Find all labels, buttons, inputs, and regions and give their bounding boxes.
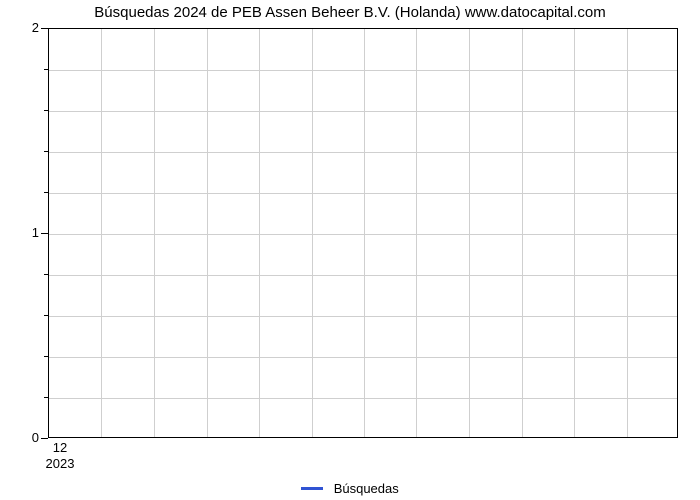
gridline-horizontal xyxy=(49,398,677,399)
gridline-horizontal xyxy=(49,193,677,194)
x-tick-label: 12 xyxy=(40,440,80,455)
x-tick-label-year: 2023 xyxy=(35,456,85,471)
y-minor-tick xyxy=(44,356,48,357)
gridline-vertical xyxy=(522,29,523,437)
gridline-vertical xyxy=(312,29,313,437)
y-minor-tick xyxy=(44,397,48,398)
y-minor-tick xyxy=(44,315,48,316)
gridline-horizontal xyxy=(49,275,677,276)
gridline-horizontal xyxy=(49,152,677,153)
gridline-vertical xyxy=(101,29,102,437)
y-tick-label: 0 xyxy=(15,430,39,445)
legend-swatch xyxy=(301,487,323,490)
gridline-horizontal xyxy=(49,316,677,317)
chart-title: Búsquedas 2024 de PEB Assen Beheer B.V. … xyxy=(0,4,700,21)
y-major-tick xyxy=(41,438,48,439)
gridline-horizontal xyxy=(49,357,677,358)
gridline-horizontal xyxy=(49,111,677,112)
gridline-vertical xyxy=(627,29,628,437)
y-minor-tick xyxy=(44,110,48,111)
gridline-horizontal xyxy=(49,70,677,71)
gridline-vertical xyxy=(154,29,155,437)
chart-container: Búsquedas 2024 de PEB Assen Beheer B.V. … xyxy=(0,0,700,500)
y-tick-label: 2 xyxy=(15,20,39,35)
legend: Búsquedas xyxy=(0,480,700,492)
gridline-vertical xyxy=(364,29,365,437)
y-minor-tick xyxy=(44,151,48,152)
gridline-vertical xyxy=(207,29,208,437)
legend-label: Búsquedas xyxy=(334,481,399,496)
gridline-vertical xyxy=(259,29,260,437)
gridline-vertical xyxy=(416,29,417,437)
gridline-horizontal xyxy=(49,234,677,235)
y-minor-tick xyxy=(44,69,48,70)
gridline-vertical xyxy=(574,29,575,437)
y-tick-label: 1 xyxy=(15,225,39,240)
y-minor-tick xyxy=(44,192,48,193)
y-major-tick xyxy=(41,28,48,29)
y-minor-tick xyxy=(44,274,48,275)
plot-area xyxy=(48,28,678,438)
gridline-vertical xyxy=(469,29,470,437)
y-major-tick xyxy=(41,233,48,234)
